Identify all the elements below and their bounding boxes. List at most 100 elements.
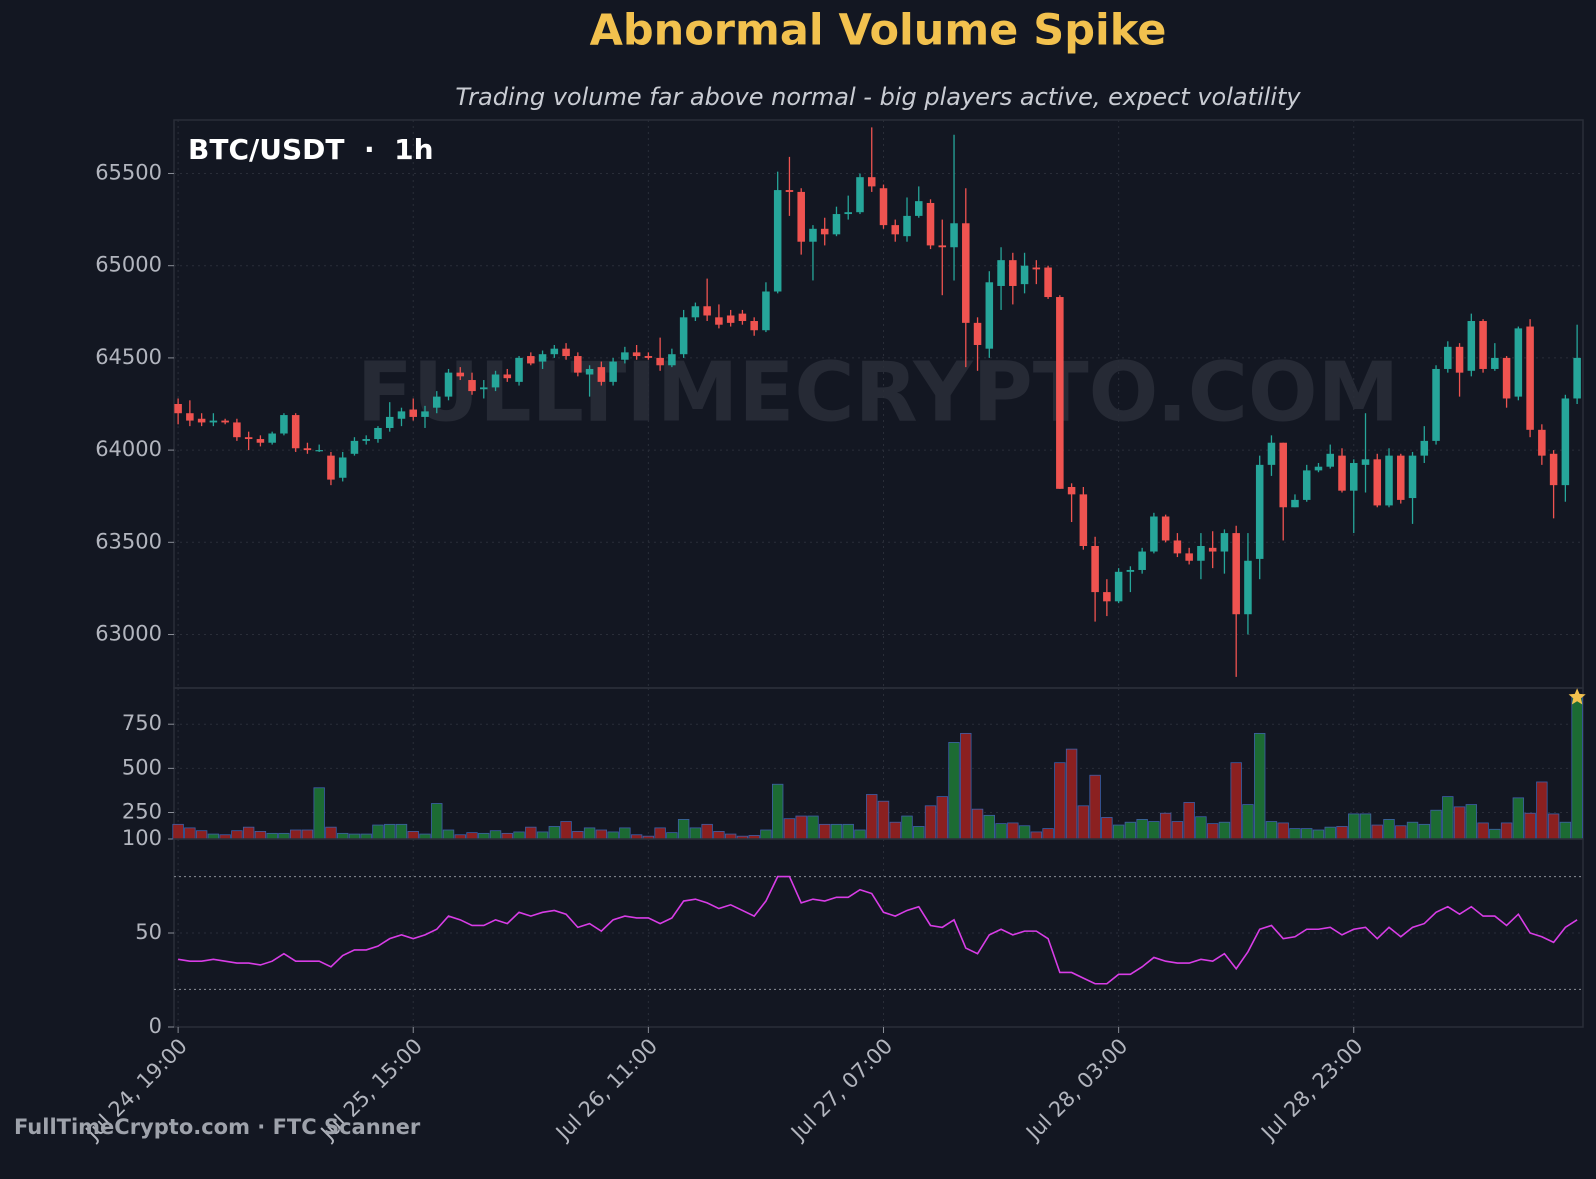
candle-body — [1432, 368, 1440, 441]
candle-body — [809, 228, 817, 242]
candle-body — [362, 439, 370, 441]
candle-body — [338, 457, 347, 478]
candle-body — [1208, 547, 1217, 552]
volume-bar — [889, 821, 901, 840]
volume-bar — [1136, 818, 1148, 840]
volume-bar — [1547, 813, 1560, 840]
volume-bar — [1030, 831, 1043, 840]
candle-body — [820, 228, 829, 235]
volume-bar — [1359, 813, 1372, 840]
volume-bar — [513, 831, 525, 840]
candle-body — [385, 416, 394, 428]
volume-bar — [795, 815, 807, 840]
volume-bar — [1124, 821, 1137, 840]
candle-body — [1479, 321, 1487, 369]
candle-body — [585, 368, 594, 375]
volume-bar — [877, 800, 890, 840]
volume-bar — [1430, 809, 1442, 840]
candle-body — [1314, 466, 1323, 471]
volume-bar — [489, 830, 502, 840]
candle-body — [468, 380, 476, 392]
volume-bar — [901, 815, 913, 840]
candle-body — [797, 191, 805, 242]
y-tick-label: 500 — [122, 755, 162, 779]
volume-bar — [1242, 804, 1254, 840]
candle-body — [233, 422, 241, 438]
candle-body — [1197, 546, 1205, 561]
volume-bar — [1371, 824, 1383, 840]
candle-body — [1044, 267, 1052, 298]
candle-body — [762, 291, 770, 331]
volume-bar — [924, 805, 937, 840]
y-tick-label: 50 — [135, 920, 162, 944]
volume-bar — [572, 831, 584, 840]
volume-bar — [936, 796, 948, 840]
volume-bar — [1312, 829, 1325, 840]
candle-body — [197, 418, 206, 423]
candle-body — [644, 356, 653, 358]
volume-bar — [1089, 774, 1101, 840]
pair-label: BTC/USDT · 1h — [188, 133, 434, 166]
volume-bar — [1442, 796, 1454, 840]
volume-bar — [1112, 824, 1125, 840]
volume-bar — [1230, 762, 1242, 840]
volume-bar — [372, 824, 384, 840]
candle-body — [374, 427, 382, 440]
volume-bar — [1077, 805, 1090, 840]
candle-body — [1255, 464, 1264, 559]
volume-bar — [384, 823, 396, 840]
volume-bar — [195, 830, 208, 840]
volume-bar — [1571, 696, 1583, 840]
volume-bar — [913, 826, 925, 840]
candle-body — [1561, 398, 1570, 486]
volume-bar — [242, 826, 255, 840]
candle-body — [1056, 297, 1064, 489]
volume-bar — [1336, 826, 1348, 840]
candle-body — [1326, 453, 1335, 467]
rsi-line — [177, 875, 1578, 985]
volume-bar — [289, 829, 302, 840]
volume-bar — [783, 818, 796, 840]
candle-body — [715, 317, 723, 325]
candle-body — [280, 415, 288, 434]
candle-body — [879, 188, 888, 226]
y-tick-label: 0 — [149, 1014, 162, 1038]
candle-body — [1009, 260, 1017, 286]
candle-body — [221, 420, 229, 423]
y-tick-label: 65500 — [95, 160, 162, 184]
volume-bar — [960, 732, 972, 840]
volume-bar — [866, 794, 878, 840]
volume-bar — [995, 823, 1007, 840]
volume-bar — [337, 832, 349, 840]
volume-bar — [971, 808, 984, 840]
volume-bar — [1418, 823, 1430, 840]
candle-body — [1455, 346, 1464, 373]
volume-bar — [1218, 821, 1231, 840]
candle-body — [1397, 455, 1405, 500]
candle-body — [503, 374, 512, 379]
volume-bar — [1289, 828, 1301, 840]
candle-body — [1491, 357, 1499, 369]
candle-body — [973, 322, 982, 345]
volume-bar — [771, 783, 784, 840]
candle-body — [1126, 569, 1135, 572]
candle-body — [256, 439, 265, 443]
candle-body — [1138, 551, 1146, 570]
volume-bar — [325, 826, 337, 840]
volume-bar — [807, 815, 819, 840]
volume-bar — [442, 829, 455, 840]
volume-bar — [1042, 828, 1054, 840]
candle-body — [1538, 429, 1546, 456]
candle-body — [856, 177, 864, 213]
y-tick-label: 63000 — [95, 622, 162, 646]
candle-body — [432, 396, 441, 408]
candle-body — [1349, 463, 1358, 491]
volume-bar — [1171, 821, 1184, 840]
candle-body — [679, 317, 688, 355]
candle-body — [397, 411, 406, 419]
candle-body — [303, 448, 312, 451]
volume-bar — [1395, 825, 1407, 840]
volume-bar — [1465, 804, 1478, 840]
volume-bar — [1559, 821, 1572, 840]
